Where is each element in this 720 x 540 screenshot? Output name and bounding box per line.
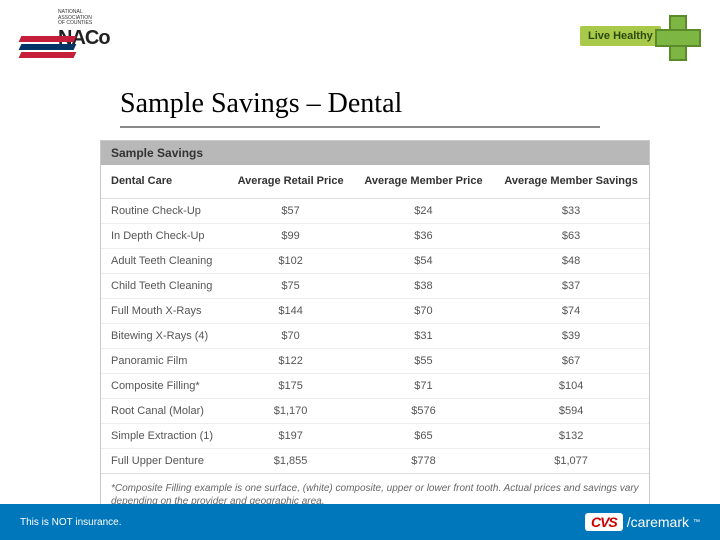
footer: This is NOT insurance. CVS /caremark ™ (0, 504, 720, 540)
cell-procedure: Child Teeth Cleaning (101, 274, 227, 299)
live-healthy-badge: Live Healthy (580, 12, 700, 60)
cell-value: $54 (354, 249, 493, 274)
cell-value: $36 (354, 224, 493, 249)
cell-value: $122 (227, 349, 353, 374)
cell-value: $175 (227, 374, 353, 399)
table-row: Child Teeth Cleaning$75$38$37 (101, 274, 649, 299)
cell-value: $31 (354, 324, 493, 349)
cell-value: $132 (493, 424, 649, 449)
cell-procedure: Full Upper Denture (101, 449, 227, 474)
cell-value: $63 (493, 224, 649, 249)
cell-value: $38 (354, 274, 493, 299)
content: Sample Savings Dental Care Average Retai… (0, 128, 720, 517)
cell-value: $57 (227, 199, 353, 224)
cell-value: $65 (354, 424, 493, 449)
table-row: In Depth Check-Up$99$36$63 (101, 224, 649, 249)
cell-value: $71 (354, 374, 493, 399)
table-row: Composite Filling*$175$71$104 (101, 374, 649, 399)
flag-stripes-icon (20, 36, 75, 60)
cell-value: $1,855 (227, 449, 353, 474)
cell-procedure: Root Canal (Molar) (101, 399, 227, 424)
page-title: Sample Savings – Dental (120, 88, 720, 120)
header: National Association of Counties NACo Li… (0, 0, 720, 80)
cell-procedure: Routine Check-Up (101, 199, 227, 224)
cell-procedure: Simple Extraction (1) (101, 424, 227, 449)
table-row: Bitewing X-Rays (4)$70$31$39 (101, 324, 649, 349)
table-row: Routine Check-Up$57$24$33 (101, 199, 649, 224)
col-savings: Average Member Savings (493, 165, 649, 199)
cell-value: $70 (354, 299, 493, 324)
disclaimer: This is NOT insurance. (20, 517, 122, 528)
savings-table: Dental Care Average Retail Price Average… (101, 165, 649, 473)
cell-value: $24 (354, 199, 493, 224)
cell-value: $74 (493, 299, 649, 324)
table-row: Full Upper Denture$1,855$778$1,077 (101, 449, 649, 474)
table-header-row: Dental Care Average Retail Price Average… (101, 165, 649, 199)
cell-value: $144 (227, 299, 353, 324)
cell-value: $1,170 (227, 399, 353, 424)
cell-value: $39 (493, 324, 649, 349)
live-healthy-label: Live Healthy (580, 26, 661, 46)
table-row: Root Canal (Molar)$1,170$576$594 (101, 399, 649, 424)
table-row: Panoramic Film$122$55$67 (101, 349, 649, 374)
cell-value: $70 (227, 324, 353, 349)
cell-value: $37 (493, 274, 649, 299)
trademark-icon: ™ (693, 519, 700, 526)
cvs-text: CVS (585, 513, 623, 531)
col-retail: Average Retail Price (227, 165, 353, 199)
cell-procedure: Bitewing X-Rays (4) (101, 324, 227, 349)
section-title: Sample Savings (101, 141, 649, 165)
savings-box: Sample Savings Dental Care Average Retai… (100, 140, 650, 517)
cell-value: $1,077 (493, 449, 649, 474)
cell-value: $576 (354, 399, 493, 424)
cvs-caremark-logo: CVS /caremark ™ (585, 513, 700, 531)
naco-logo: National Association of Counties NACo (20, 8, 130, 58)
cell-procedure: Panoramic Film (101, 349, 227, 374)
cell-procedure: Full Mouth X-Rays (101, 299, 227, 324)
cell-procedure: Adult Teeth Cleaning (101, 249, 227, 274)
table-row: Adult Teeth Cleaning$102$54$48 (101, 249, 649, 274)
table-row: Full Mouth X-Rays$144$70$74 (101, 299, 649, 324)
cell-value: $594 (493, 399, 649, 424)
cell-value: $55 (354, 349, 493, 374)
col-member-price: Average Member Price (354, 165, 493, 199)
table-row: Simple Extraction (1)$197$65$132 (101, 424, 649, 449)
cell-value: $33 (493, 199, 649, 224)
cell-procedure: In Depth Check-Up (101, 224, 227, 249)
cell-value: $197 (227, 424, 353, 449)
cell-value: $67 (493, 349, 649, 374)
cell-value: $99 (227, 224, 353, 249)
cell-value: $48 (493, 249, 649, 274)
cell-value: $778 (354, 449, 493, 474)
title-area: Sample Savings – Dental (0, 80, 720, 120)
col-procedure: Dental Care (101, 165, 227, 199)
cell-procedure: Composite Filling* (101, 374, 227, 399)
caremark-text: /caremark (627, 514, 689, 530)
cell-value: $104 (493, 374, 649, 399)
cell-value: $75 (227, 274, 353, 299)
cell-value: $102 (227, 249, 353, 274)
medical-cross-icon (655, 15, 697, 57)
